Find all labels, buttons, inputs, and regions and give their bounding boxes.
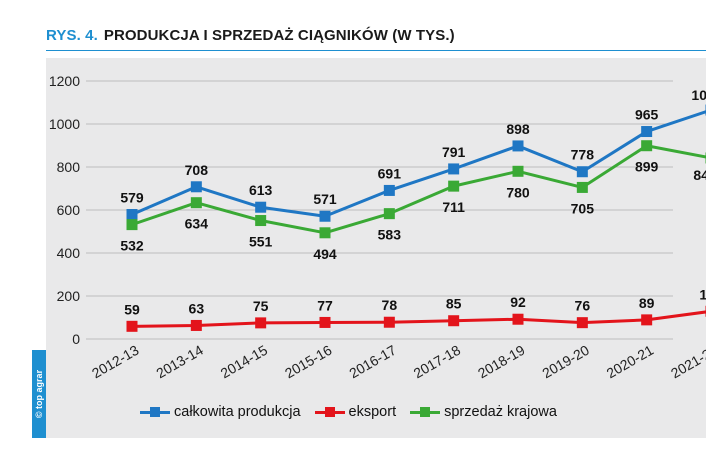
data-point — [255, 201, 267, 213]
y-tick-label: 0 — [72, 331, 80, 347]
data-point — [576, 166, 588, 178]
watermark-bar: © top agrar — [32, 350, 46, 438]
data-label: 571 — [313, 191, 337, 207]
data-point — [319, 316, 331, 328]
legend-label: eksport — [348, 404, 397, 420]
series-line — [131, 310, 706, 328]
data-label: 691 — [378, 165, 402, 181]
data-label: 129 — [699, 286, 706, 302]
x-tick-label: 2018-19 — [475, 342, 528, 382]
data-label: 1065 — [691, 87, 706, 103]
data-label: 89 — [639, 295, 655, 311]
data-label: 59 — [124, 301, 140, 317]
legend-item: eksport — [314, 404, 397, 420]
data-label: 583 — [378, 227, 402, 243]
data-label: 579 — [120, 190, 144, 206]
data-label: 780 — [506, 184, 530, 200]
data-label: 92 — [510, 294, 526, 310]
data-point — [576, 317, 588, 329]
data-label: 899 — [635, 159, 659, 175]
line-chart: 0 200 400 600 800 1000 1200 2012-13 2013-14 2014-… — [49, 73, 706, 382]
legend-label: sprzedaż krajowa — [444, 404, 557, 420]
data-point — [705, 104, 706, 116]
x-tick-label: 2016-17 — [346, 342, 399, 382]
x-tick-label: 2015-16 — [282, 342, 335, 382]
x-tick-label: 2021-22 — [668, 342, 706, 382]
legend-item: całkowita produkcja — [140, 404, 301, 420]
data-label: 634 — [185, 216, 209, 232]
data-point — [319, 210, 331, 222]
data-label: 842 — [693, 167, 706, 183]
data-label: 708 — [185, 162, 209, 178]
data-label: 76 — [575, 298, 591, 314]
data-point — [641, 126, 653, 138]
x-tick-label: 2017-18 — [411, 342, 464, 382]
y-tick-label: 800 — [57, 159, 81, 175]
data-label: 705 — [571, 200, 595, 216]
data-label: 63 — [189, 300, 205, 316]
data-point — [576, 181, 588, 193]
legend-label: całkowita produkcja — [174, 404, 301, 420]
x-tick-label: 2012-13 — [89, 342, 142, 382]
y-tick-label: 1200 — [49, 73, 80, 89]
data-point — [705, 152, 706, 164]
data-point — [383, 208, 395, 220]
data-point — [190, 197, 202, 209]
data-point — [255, 317, 267, 329]
data-point — [448, 163, 460, 175]
data-label: 613 — [249, 182, 273, 198]
legend-swatch — [314, 406, 345, 418]
chart-panel: 0 200 400 600 800 1000 1200 2012-13 2013-14 2014-… — [46, 58, 706, 438]
title-rule — [46, 50, 706, 51]
chart-legend: całkowita produkcja eksport sprzedaż krajo… — [140, 404, 557, 420]
data-point — [383, 184, 395, 196]
data-label: 898 — [506, 121, 530, 137]
figure-number: RYS. 4. — [46, 27, 98, 44]
data-label: 965 — [635, 107, 659, 123]
data-label: 532 — [120, 238, 144, 254]
y-tick-label: 200 — [57, 288, 81, 304]
data-point — [255, 215, 267, 227]
data-point — [641, 314, 653, 326]
data-label: 85 — [446, 296, 462, 312]
data-point — [190, 319, 202, 331]
series-line — [131, 144, 706, 235]
data-point — [705, 305, 706, 317]
legend-item: sprzedaż krajowa — [410, 404, 557, 420]
data-point — [319, 227, 331, 239]
data-point — [512, 313, 524, 325]
data-point — [641, 140, 653, 152]
chart-title: RYS. 4. PRODUKCJA I SPRZEDAŻ CIĄGNIKÓW (W… — [46, 27, 455, 44]
data-point — [512, 165, 524, 177]
data-label: 78 — [382, 297, 398, 313]
y-tick-label: 1000 — [49, 116, 80, 132]
y-tick-label: 400 — [57, 245, 81, 261]
legend-swatch — [140, 406, 170, 418]
data-point — [512, 140, 524, 152]
data-label: 75 — [253, 298, 269, 314]
figure-title: PRODUKCJA I SPRZEDAŻ CIĄGNIKÓW (W TYS.) — [103, 27, 455, 44]
y-tick-label: 600 — [57, 202, 81, 218]
data-label: 494 — [313, 246, 337, 262]
data-label: 711 — [442, 199, 465, 215]
x-tick-label: 2013-14 — [153, 342, 206, 382]
x-tick-label: 2020-21 — [604, 342, 657, 382]
data-label: 778 — [571, 147, 595, 163]
data-label: 77 — [317, 297, 333, 313]
data-label: 791 — [442, 144, 466, 160]
watermark-text: © top agrar — [34, 369, 44, 419]
data-label: 551 — [249, 234, 273, 250]
legend-swatch — [410, 406, 441, 418]
data-point — [126, 219, 138, 231]
data-point — [448, 315, 460, 327]
data-point — [448, 180, 460, 192]
data-point — [126, 320, 138, 332]
x-tick-label: 2014-15 — [218, 342, 271, 382]
data-point — [383, 316, 395, 328]
data-point — [190, 181, 202, 193]
x-tick-label: 2019-20 — [539, 342, 592, 382]
data-point — [126, 209, 138, 221]
series-line — [131, 110, 706, 218]
